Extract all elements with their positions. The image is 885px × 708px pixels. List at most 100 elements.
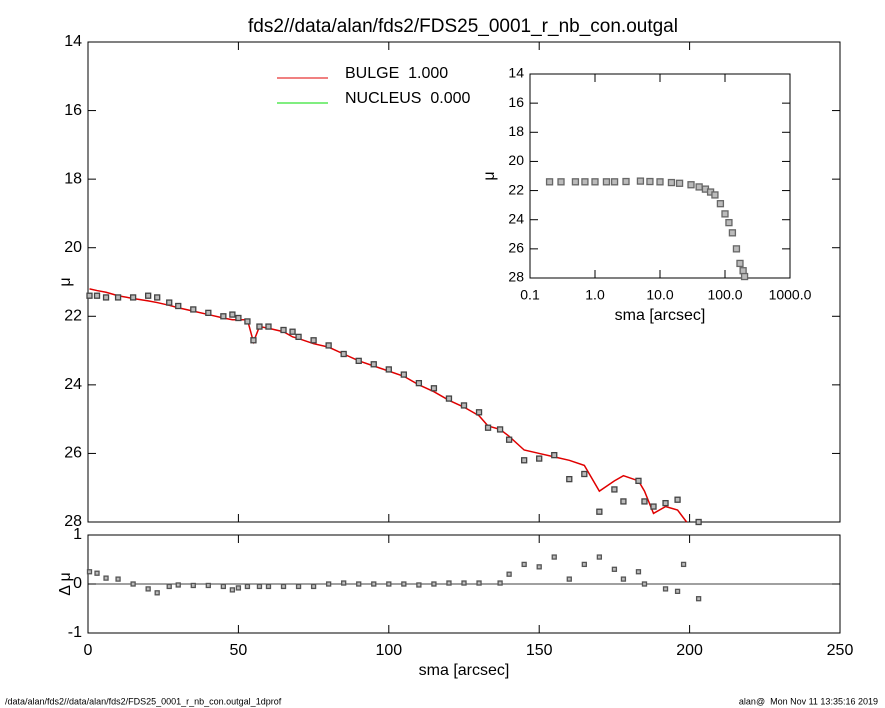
data-point [114,294,122,301]
y-tick-label: 28 [64,513,82,530]
data-point [154,294,161,301]
data-point [310,337,317,344]
data-point [386,581,392,587]
data-point [229,311,236,318]
data-point [325,342,332,349]
data-point [622,177,630,186]
data-point [446,580,452,586]
data-point [695,518,702,526]
data-point [667,178,676,187]
data-point [611,566,618,572]
y-tick-label: 26 [64,445,82,462]
y-tick-label: 1 [73,526,82,543]
data-point [581,470,588,478]
data-point [175,582,181,588]
y-tick-label: 28 [508,269,524,285]
data-point [166,299,173,306]
data-point [571,178,580,186]
data-point [545,178,554,186]
x-tick-label: 50 [230,642,248,659]
y-tick-label: 26 [508,240,524,256]
data-point [536,564,542,570]
data-point [521,457,528,464]
data-point [566,576,572,582]
data-point [103,575,109,581]
data-point [154,590,160,596]
data-point [740,272,749,281]
data-point [695,596,702,602]
data-point [86,569,93,575]
data-point [475,409,483,416]
y-tick-label: 14 [64,33,82,50]
data-point [356,581,362,587]
data-point [716,200,725,208]
data-point [341,580,347,586]
data-point [725,218,733,227]
footer-right: alan@ Mon Nov 11 13:35:16 2019 [739,696,878,706]
data-point [190,306,197,313]
data-point [674,496,681,503]
data-point [620,576,627,582]
data-point [401,581,407,587]
data-point [265,583,272,590]
data-point [310,583,317,590]
y-tick-label: 24 [508,210,524,226]
y-tick-label: 16 [64,102,82,119]
legend-label: BULGE 1.000 [345,65,448,82]
data-point [476,580,482,586]
data-point [551,554,557,560]
x-tick-label: 100.0 [707,287,742,303]
y-axis-label: μ [481,171,498,180]
y-tick-label: 24 [64,376,82,393]
x-axis-label: sma [arcsec] [615,307,706,324]
data-point [732,245,741,253]
y-tick-label: 18 [64,170,82,187]
data-point [280,326,287,334]
data-point [675,179,684,187]
data-point [400,371,407,378]
data-point [431,581,437,587]
data-point [581,561,587,568]
data-point [280,583,287,590]
data-point [415,379,423,387]
data-point [496,426,504,433]
data-point [250,337,257,344]
chart-title: fds2//data/alan/fds2/FDS25_0001_r_nb_con… [248,16,678,37]
data-point [244,318,251,325]
data-point [325,581,332,587]
data-point [256,583,263,590]
y-tick-label: 22 [64,308,82,325]
data-point [557,178,565,186]
data-point [505,436,513,443]
data-point [102,294,110,301]
data-point [536,455,543,462]
data-point [295,583,302,590]
data-point [94,570,100,576]
data-point [220,583,227,590]
data-point [711,191,719,199]
data-point [739,267,747,275]
data-point [596,508,603,515]
data-point [385,366,392,373]
legend-label: NUCLEUS 0.000 [345,90,470,107]
data-point [460,402,468,409]
data-point [641,581,648,587]
data-point [521,561,527,568]
x-tick-label: 0 [84,642,93,659]
data-point [506,571,512,577]
y-tick-label: 22 [508,181,524,197]
y-tick-label: 16 [508,94,524,110]
data-point [115,576,121,582]
data-point [680,561,687,568]
data-point [687,181,695,189]
footer-left: /data/alan/fds2//data/alan/fds2/FDS25_00… [5,696,282,706]
data-point [591,178,599,186]
x-tick-label: 0.1 [520,287,540,303]
y-tick-label: 0 [73,575,82,592]
y-axis-label: μ [57,277,74,286]
y-tick-label: -1 [68,624,82,641]
data-point [635,477,642,485]
data-point [145,586,151,592]
x-tick-label: 10.0 [646,287,673,303]
